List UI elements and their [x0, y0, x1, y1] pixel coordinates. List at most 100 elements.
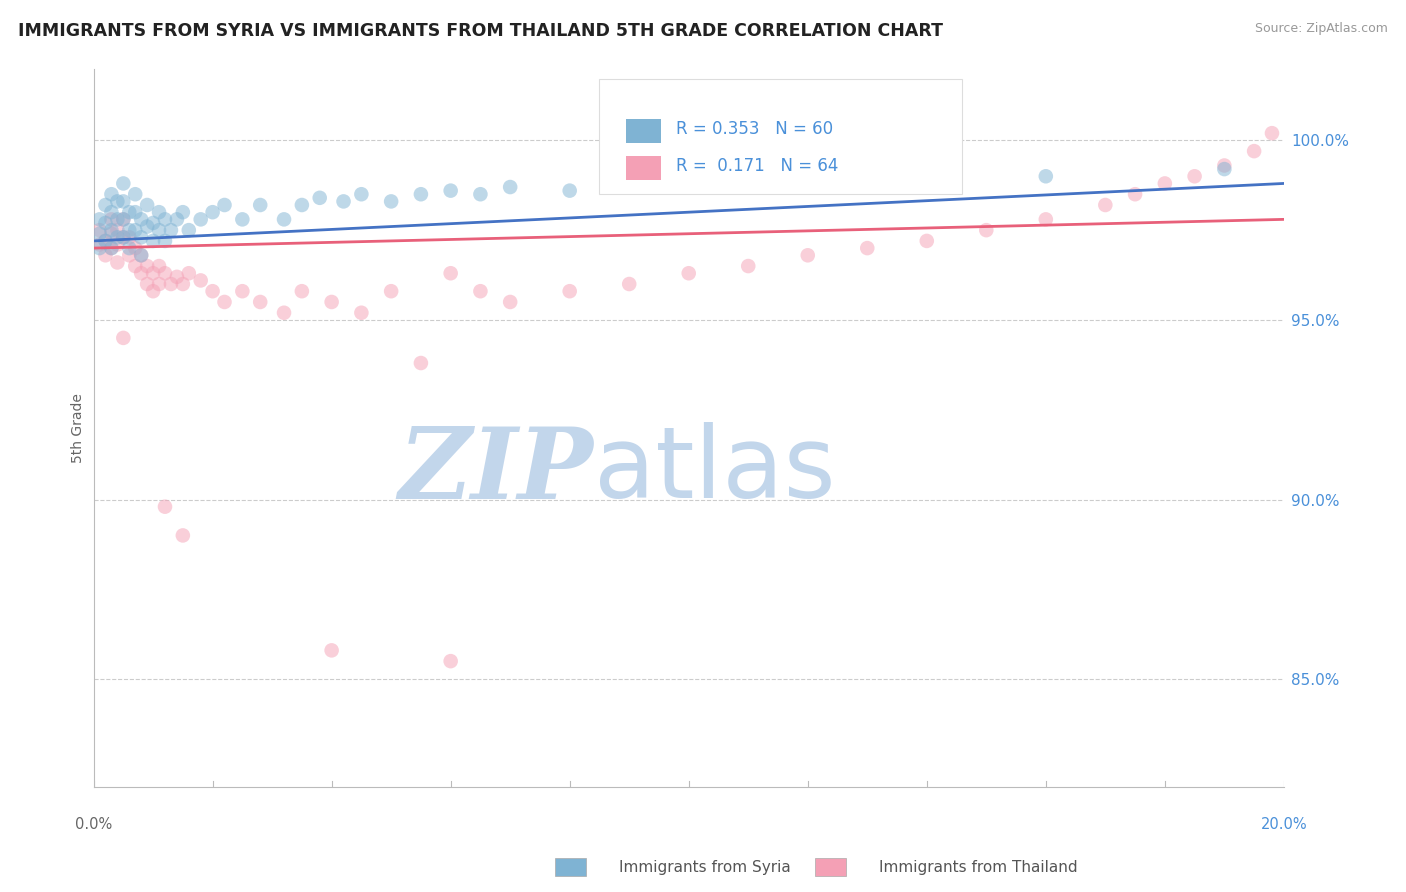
Point — [105, 230, 128, 244]
Point — [273, 212, 295, 227]
FancyBboxPatch shape — [599, 79, 963, 194]
Point — [105, 194, 128, 209]
Point — [350, 306, 373, 320]
Point — [1184, 169, 1206, 184]
Point — [136, 219, 159, 234]
Point — [1123, 187, 1146, 202]
Point — [380, 284, 402, 298]
Point — [214, 198, 236, 212]
Point — [1094, 198, 1116, 212]
Point — [129, 230, 152, 244]
Point — [100, 227, 122, 241]
Point — [148, 223, 170, 237]
Point — [321, 643, 343, 657]
Point — [166, 269, 188, 284]
Point — [499, 295, 522, 310]
Point — [89, 237, 111, 252]
Point — [112, 177, 135, 191]
Point — [249, 198, 271, 212]
Point — [124, 223, 146, 237]
Point — [558, 184, 581, 198]
Point — [172, 277, 194, 291]
Point — [160, 277, 183, 291]
Point — [112, 212, 135, 227]
Point — [129, 248, 152, 262]
Text: ZIP: ZIP — [398, 423, 593, 519]
Point — [291, 198, 314, 212]
Point — [153, 500, 176, 514]
Text: Immigrants from Thailand: Immigrants from Thailand — [879, 860, 1077, 874]
Point — [100, 212, 122, 227]
Point — [136, 198, 159, 212]
Point — [440, 266, 463, 280]
Point — [558, 284, 581, 298]
Point — [470, 187, 492, 202]
Point — [94, 216, 117, 230]
Text: Immigrants from Syria: Immigrants from Syria — [619, 860, 790, 874]
Point — [112, 212, 135, 227]
Point — [177, 223, 200, 237]
Point — [148, 205, 170, 219]
Point — [94, 248, 117, 262]
Point — [214, 295, 236, 310]
Point — [190, 273, 212, 287]
Point — [737, 173, 759, 187]
Y-axis label: 5th Grade: 5th Grade — [72, 392, 86, 463]
Point — [94, 234, 117, 248]
Text: Source: ZipAtlas.com: Source: ZipAtlas.com — [1254, 22, 1388, 36]
Point — [100, 205, 122, 219]
Point — [231, 212, 253, 227]
Point — [409, 356, 432, 370]
Point — [112, 230, 135, 244]
Point — [619, 177, 641, 191]
Text: atlas: atlas — [593, 422, 835, 519]
Point — [321, 295, 343, 310]
Point — [201, 284, 224, 298]
Point — [797, 248, 820, 262]
Point — [177, 266, 200, 280]
Point — [89, 212, 111, 227]
Point — [112, 331, 135, 345]
Point — [118, 223, 141, 237]
FancyBboxPatch shape — [626, 119, 661, 143]
Point — [105, 223, 128, 237]
Point — [148, 259, 170, 273]
Point — [105, 212, 128, 227]
Point — [1261, 126, 1284, 140]
Point — [124, 259, 146, 273]
Point — [470, 284, 492, 298]
Point — [231, 284, 253, 298]
Point — [100, 241, 122, 255]
Point — [142, 216, 165, 230]
Point — [124, 187, 146, 202]
Point — [1035, 169, 1057, 184]
Point — [678, 266, 700, 280]
Point — [142, 234, 165, 248]
Point — [190, 212, 212, 227]
Point — [100, 223, 122, 237]
Point — [153, 212, 176, 227]
Point — [172, 528, 194, 542]
Point — [118, 241, 141, 255]
Point — [94, 234, 117, 248]
Point — [153, 234, 176, 248]
Point — [89, 227, 111, 241]
Point — [118, 205, 141, 219]
Point — [1035, 212, 1057, 227]
Point — [124, 205, 146, 219]
Point — [153, 266, 176, 280]
Point — [737, 259, 759, 273]
Point — [1213, 162, 1236, 177]
Point — [350, 187, 373, 202]
Point — [105, 255, 128, 269]
Point — [440, 184, 463, 198]
Point — [380, 194, 402, 209]
Point — [100, 187, 122, 202]
Point — [124, 241, 146, 255]
Text: R = 0.353   N = 60: R = 0.353 N = 60 — [676, 120, 832, 137]
Point — [142, 284, 165, 298]
Text: IMMIGRANTS FROM SYRIA VS IMMIGRANTS FROM THAILAND 5TH GRADE CORRELATION CHART: IMMIGRANTS FROM SYRIA VS IMMIGRANTS FROM… — [18, 22, 943, 40]
Point — [129, 266, 152, 280]
Point — [291, 284, 314, 298]
Point — [1153, 177, 1175, 191]
